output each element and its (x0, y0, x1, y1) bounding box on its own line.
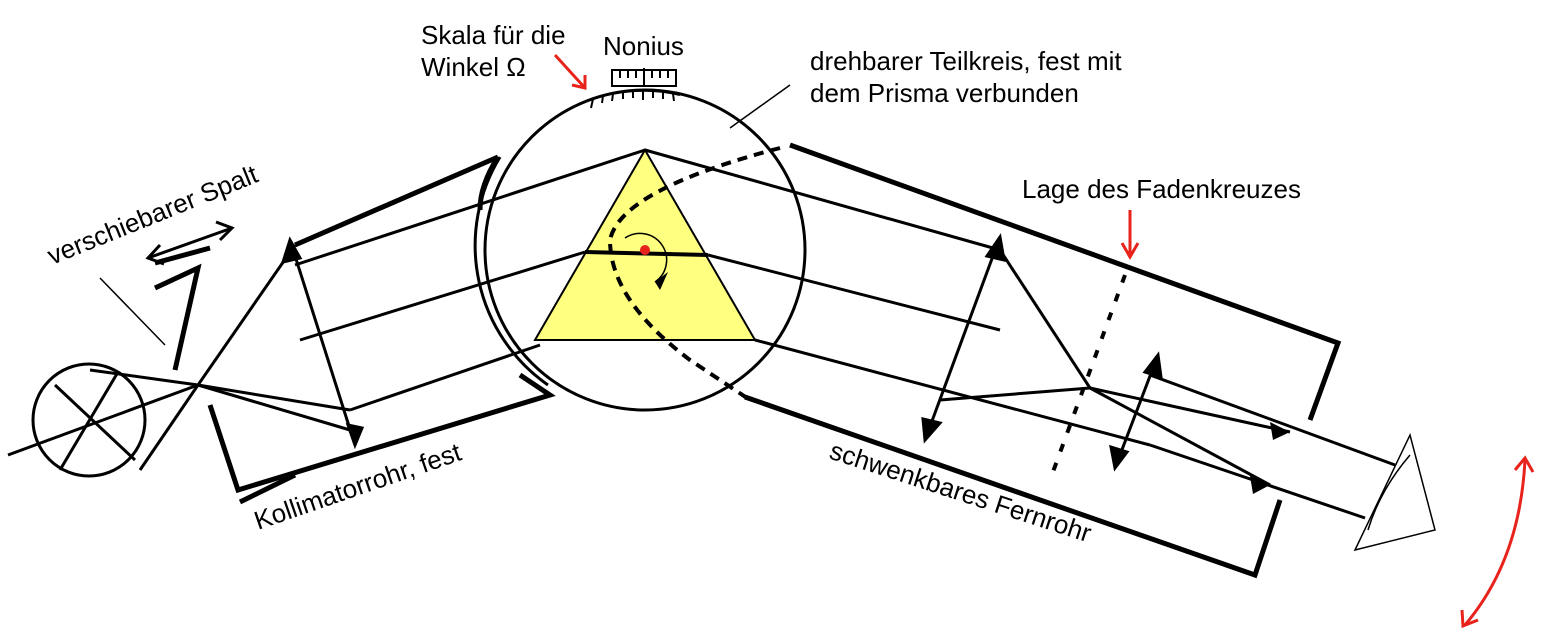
eye-icon (1353, 432, 1436, 552)
slit-leader-line (99, 277, 166, 346)
circle-leader-line (729, 84, 791, 129)
telescope-label: schwenkbares Fernrohr (826, 435, 1095, 548)
telescope-tube (744, 142, 1342, 579)
scale-label: Skala für die Winkel Ω (421, 20, 566, 82)
crosshair-line (1048, 274, 1127, 481)
rotation-arrow-icon (624, 232, 668, 283)
angle-scale (589, 89, 681, 109)
vernier-scale (611, 68, 677, 87)
vernier-label: Nonius (603, 31, 684, 61)
telescope-eyepiece-lens (1109, 351, 1163, 472)
ray-arrowheads (1250, 422, 1290, 494)
circle-label: drehbarer Teilkreis, fest mit dem Prisma… (810, 46, 1122, 108)
slit-motion-arrow (145, 220, 235, 266)
rotation-center (640, 245, 650, 255)
collimator-tube (153, 154, 556, 505)
telescope-objective-lens (921, 233, 1006, 444)
collimator-lens (280, 236, 365, 450)
lamp-icon (31, 362, 147, 478)
light-rays (7, 148, 1396, 520)
red-arrows (553, 53, 1535, 629)
crosshair-label: Lage des Fadenkreuzes (1022, 174, 1301, 204)
